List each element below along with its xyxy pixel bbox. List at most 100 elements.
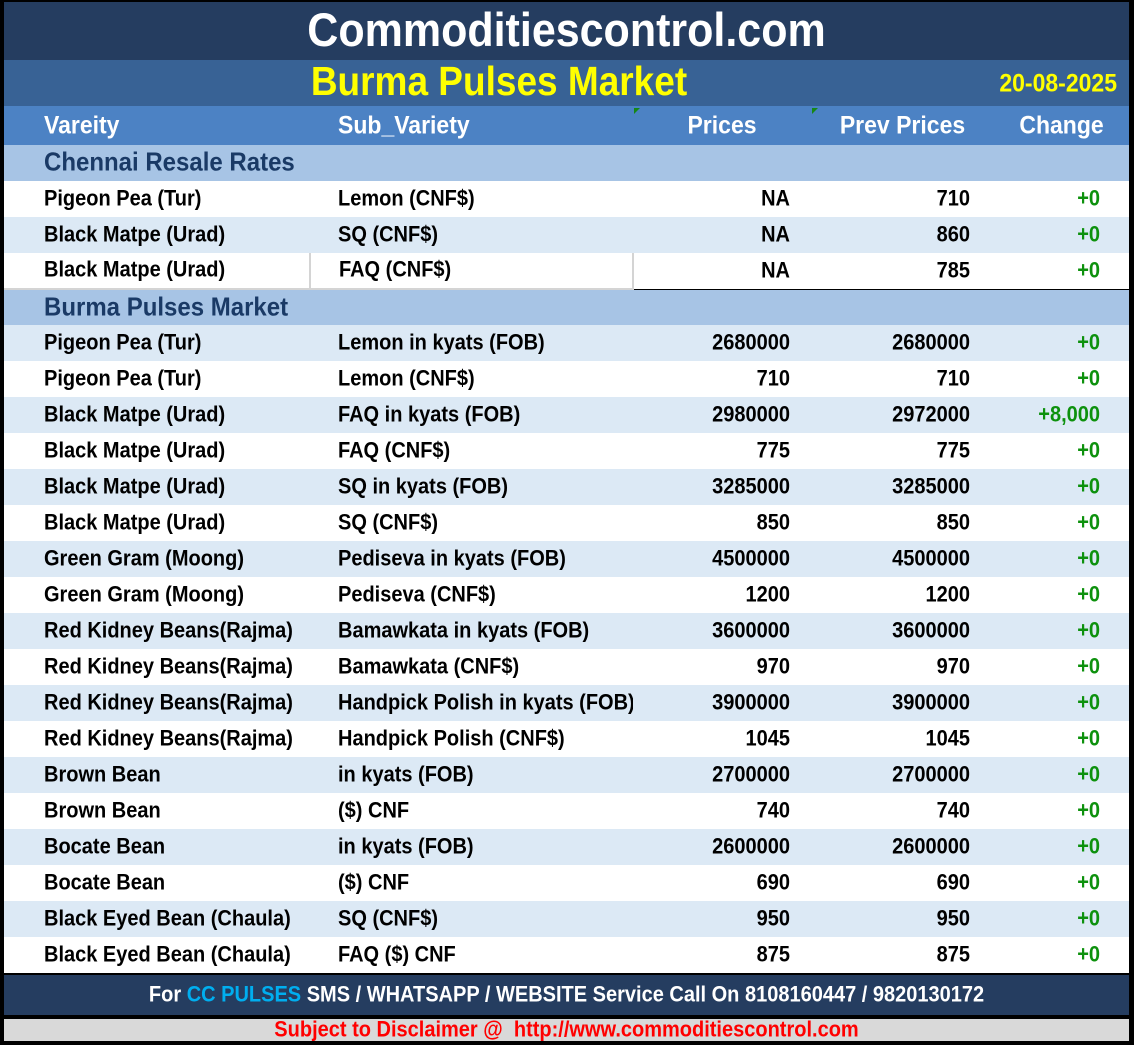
cell-sub-variety: SQ (CNF$) — [310, 901, 633, 937]
cell-sub-variety: Lemon (CNF$) — [310, 181, 633, 217]
cell-change: +0 — [994, 793, 1129, 829]
cell-price: 1200 — [633, 577, 811, 613]
cell-change: +0 — [994, 829, 1129, 865]
cell-variety: Black Matpe (Urad) — [4, 217, 310, 253]
cell-prev-price: 875 — [811, 937, 994, 973]
cell-prev-price: 3600000 — [811, 613, 994, 649]
cell-variety: Red Kidney Beans(Rajma) — [4, 685, 310, 721]
cell-variety: Black Eyed Bean (Chaula) — [4, 901, 310, 937]
cell-price: 3600000 — [633, 613, 811, 649]
cell-prev-price: 740 — [811, 793, 994, 829]
service-prefix: For — [148, 982, 187, 1007]
cell-variety: Black Matpe (Urad) — [4, 505, 310, 541]
cell-sub-variety: in kyats (FOB) — [310, 757, 633, 793]
site-title: Commoditiescontrol.com — [307, 4, 826, 57]
cell-change: +0 — [994, 541, 1129, 577]
cell-variety: Black Matpe (Urad) — [4, 433, 310, 469]
cell-variety: Black Matpe (Urad) — [4, 397, 310, 433]
table-row: Red Kidney Beans(Rajma) Handpick Polish i… — [4, 685, 1129, 721]
cell-variety: Black Eyed Bean (Chaula) — [4, 937, 310, 973]
report-date: 20-08-2025 — [999, 68, 1117, 97]
cell-price: 970 — [633, 649, 811, 685]
table-row: Red Kidney Beans(Rajma) Bamawkata (CNF$) 9… — [4, 649, 1129, 685]
cell-variety: Black Matpe (Urad) — [4, 469, 310, 505]
cell-prev-price: 3285000 — [811, 469, 994, 505]
cell-price: 4500000 — [633, 541, 811, 577]
disclaimer-bar: Subject to Disclaimer @ http://www.commo… — [4, 1017, 1129, 1042]
cell-change: +0 — [994, 937, 1129, 973]
table-row: Black Matpe (Urad) FAQ (CNF$) 775 775 +0 — [4, 433, 1129, 469]
column-header-prev-prices: Prev Prices — [811, 106, 994, 145]
rates-table: Vareity Sub_Variety Prices Prev Prices Chang… — [4, 106, 1129, 973]
table-row: Black Matpe (Urad) FAQ in kyats (FOB) 2980… — [4, 397, 1129, 433]
cell-change: +0 — [994, 253, 1129, 289]
cell-price: NA — [633, 217, 811, 253]
cell-variety: Brown Bean — [4, 793, 310, 829]
cell-price: 3285000 — [633, 469, 811, 505]
cell-prev-price: 785 — [811, 253, 994, 289]
cell-change: +0 — [994, 181, 1129, 217]
cell-change: +0 — [994, 469, 1129, 505]
cell-sub-variety: Pediseva (CNF$) — [310, 577, 633, 613]
cell-variety: Bocate Bean — [4, 829, 310, 865]
cell-price: 3900000 — [633, 685, 811, 721]
cell-variety: Pigeon Pea (Tur) — [4, 181, 310, 217]
cell-sub-variety: FAQ (CNF$) — [310, 253, 634, 290]
table-row: Black Matpe (Urad) FAQ (CNF$) NA 785 +0 — [4, 253, 1129, 290]
section-header-row: Chennai Resale Rates — [4, 145, 1129, 181]
table-row: Pigeon Pea (Tur) Lemon (CNF$) 710 710 +0 — [4, 361, 1129, 397]
section-header-row: Burma Pulses Market — [4, 289, 1129, 325]
table-bottom-divider — [4, 973, 1129, 975]
cell-sub-variety: SQ (CNF$) — [310, 217, 633, 253]
table-row: Black Matpe (Urad) SQ (CNF$) NA 860 +0 — [4, 217, 1129, 253]
cell-sub-variety: ($) CNF — [310, 865, 633, 901]
table-row: Black Eyed Bean (Chaula) FAQ ($) CNF 875 87… — [4, 937, 1129, 973]
cell-price: NA — [633, 181, 811, 217]
table-row: Bocate Bean ($) CNF 690 690 +0 — [4, 865, 1129, 901]
cell-sub-variety: SQ (CNF$) — [310, 505, 633, 541]
cell-variety: Green Gram (Moong) — [4, 541, 310, 577]
table-row: Black Matpe (Urad) SQ (CNF$) 850 850 +0 — [4, 505, 1129, 541]
table-row: Pigeon Pea (Tur) Lemon (CNF$) NA 710 +0 — [4, 181, 1129, 217]
table-row: Green Gram (Moong) Pediseva (CNF$) 1200 120… — [4, 577, 1129, 613]
cell-price: 775 — [633, 433, 811, 469]
cell-price: 710 — [633, 361, 811, 397]
cell-price: 2680000 — [633, 325, 811, 361]
cell-change: +0 — [994, 361, 1129, 397]
table-row: Brown Bean ($) CNF 740 740 +0 — [4, 793, 1129, 829]
disclaimer-text[interactable]: Subject to Disclaimer @ http://www.commo… — [274, 1017, 859, 1042]
cell-change: +0 — [994, 757, 1129, 793]
report-title: Burma Pulses Market — [310, 58, 688, 104]
cell-price: 740 — [633, 793, 811, 829]
cell-sub-variety: SQ in kyats (FOB) — [310, 469, 633, 505]
table-row: Black Matpe (Urad) SQ in kyats (FOB) 32850… — [4, 469, 1129, 505]
table-row: Black Eyed Bean (Chaula) SQ (CNF$) 950 950 +… — [4, 901, 1129, 937]
cell-prev-price: 860 — [811, 217, 994, 253]
top-bar: Commoditiescontrol.com — [4, 2, 1129, 60]
cell-price: NA — [633, 253, 811, 289]
cell-variety: Green Gram (Moong) — [4, 577, 310, 613]
cell-variety: Bocate Bean — [4, 865, 310, 901]
table-row: Red Kidney Beans(Rajma) Handpick Polish (… — [4, 721, 1129, 757]
cell-prev-price: 2680000 — [811, 325, 994, 361]
title-bar: Burma Pulses Market 20-08-2025 — [4, 58, 1129, 106]
cell-prev-price: 1200 — [811, 577, 994, 613]
table-row: Red Kidney Beans(Rajma) Bamawkata in kyat… — [4, 613, 1129, 649]
column-header-prices: Prices — [633, 106, 811, 145]
cell-price: 2700000 — [633, 757, 811, 793]
cell-change: +0 — [994, 505, 1129, 541]
cell-change: +0 — [994, 613, 1129, 649]
cell-sub-variety: Bamawkata (CNF$) — [310, 649, 633, 685]
cell-prev-price: 4500000 — [811, 541, 994, 577]
cell-variety: Red Kidney Beans(Rajma) — [4, 613, 310, 649]
cell-sub-variety: Lemon in kyats (FOB) — [310, 325, 633, 361]
cell-prev-price: 775 — [811, 433, 994, 469]
cell-sub-variety: Pediseva in kyats (FOB) — [310, 541, 633, 577]
cell-price: 2980000 — [633, 397, 811, 433]
column-header-change: Change — [994, 106, 1129, 145]
cell-prev-price: 2600000 — [811, 829, 994, 865]
cell-prev-price: 1045 — [811, 721, 994, 757]
cell-sub-variety: Handpick Polish in kyats (FOB) — [310, 685, 633, 721]
cell-price: 875 — [633, 937, 811, 973]
column-header-vareity: Vareity — [4, 106, 310, 145]
